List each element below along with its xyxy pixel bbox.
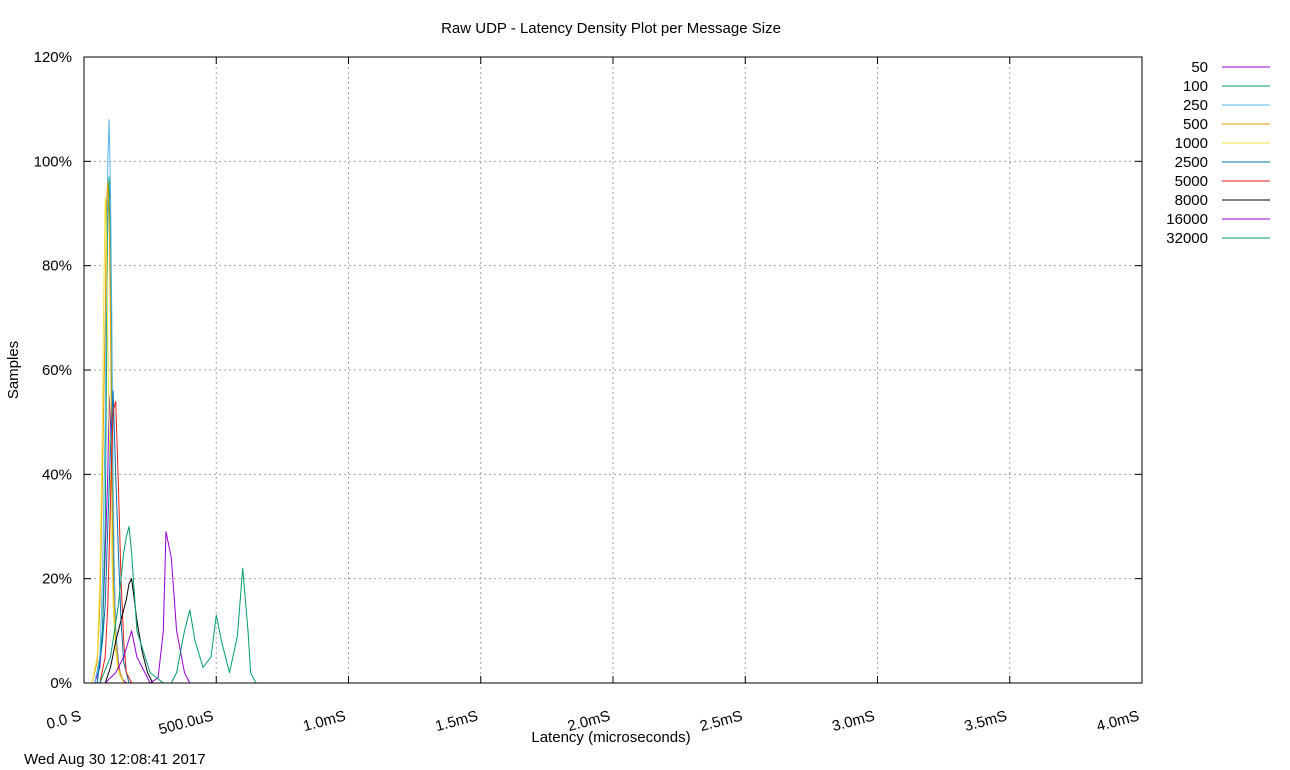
x-tick-label: 1.0mS	[301, 707, 347, 735]
y-tick-label: 60%	[42, 362, 72, 379]
y-tick-label: 100%	[34, 153, 72, 170]
legend-label: 32000	[1166, 230, 1208, 247]
plot-frame	[83, 56, 1143, 684]
y-tick-label: 20%	[42, 571, 72, 588]
timestamp: Wed Aug 30 12:08:41 2017	[24, 751, 206, 768]
chart-title: Raw UDP - Latency Density Plot per Messa…	[441, 20, 781, 37]
x-tick-label: 2.5mS	[698, 707, 744, 735]
y-tick-label: 80%	[42, 258, 72, 275]
legend-label: 8000	[1175, 192, 1208, 209]
x-tick-label: 500.0uS	[157, 707, 215, 738]
legend-label: 1000	[1175, 135, 1208, 152]
y-tick-label: 0%	[50, 675, 72, 692]
series-line-32000	[99, 526, 259, 684]
x-tick-label: 0.0 S	[45, 707, 83, 732]
series-line-2500	[96, 390, 130, 684]
y-axis-label: Samples	[5, 341, 22, 399]
x-axis-label: Latency (microseconds)	[531, 729, 690, 746]
legend-label: 5000	[1175, 173, 1208, 190]
legend-label: 16000	[1166, 211, 1208, 228]
x-tick-label: 4.0mS	[1095, 707, 1141, 735]
series-line-8000	[104, 578, 154, 684]
legend-label: 50	[1191, 59, 1208, 76]
grid-lines	[84, 57, 1142, 683]
legend: 50 100 250 500 1000 2500 5000 8000 16000 32000	[1166, 59, 1270, 247]
y-tick-label: 120%	[34, 49, 72, 66]
x-tick-label: 3.0mS	[830, 707, 876, 735]
series-line-5000	[99, 400, 133, 684]
y-axis-ticks: 0% 20% 40% 60% 80% 100% 120%	[34, 49, 1142, 692]
x-tick-label: 1.5mS	[434, 707, 480, 735]
series-line-1000	[91, 197, 125, 684]
x-tick-label: 3.5mS	[963, 707, 1009, 735]
y-tick-label: 40%	[42, 466, 72, 483]
x-axis-ticks: 0.0 S 500.0uS 1.0mS 1.5mS 2.0mS 2.5mS 3.0mS 3.5…	[45, 57, 1143, 738]
legend-label: 2500	[1175, 154, 1208, 171]
legend-label: 500	[1183, 116, 1208, 133]
series-line-16000	[104, 531, 196, 684]
series-lines	[91, 119, 259, 684]
legend-label: 100	[1183, 78, 1208, 95]
legend-label: 250	[1183, 97, 1208, 114]
series-line-500	[91, 181, 125, 684]
